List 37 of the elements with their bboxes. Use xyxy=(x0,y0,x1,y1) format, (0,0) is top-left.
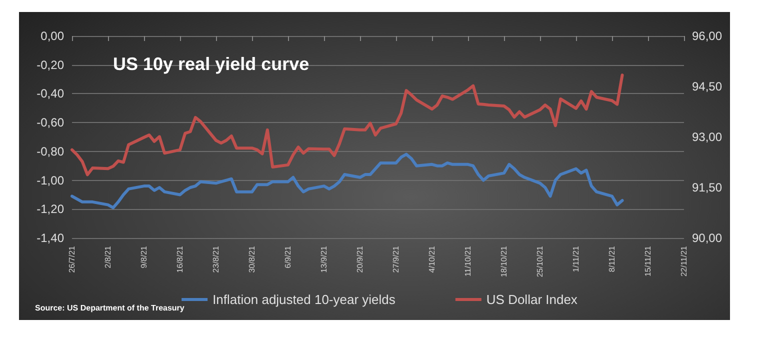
line-series xyxy=(70,74,624,176)
legend-label: Inflation adjusted 10-year yields xyxy=(212,292,396,307)
y-tick-label: 0,00 xyxy=(40,29,64,43)
x-tick-label: 1/11/21 xyxy=(572,245,580,272)
y2-tick-label: 90,00 xyxy=(692,231,722,245)
y2-tick-label: 91,50 xyxy=(692,180,722,194)
y-tick-label: -0,80 xyxy=(36,144,64,158)
x-tick-label: 26/7/21 xyxy=(68,245,76,273)
text: US 10y real yield curve xyxy=(113,54,310,74)
x-tick-label: 18/10/21 xyxy=(500,245,508,278)
x-tick-label: 8/11/21 xyxy=(608,245,616,272)
x-tick-label: 13/9/21 xyxy=(320,245,328,273)
y2-tick-label: 93,00 xyxy=(692,130,722,144)
x-tick-label: 2/8/21 xyxy=(104,245,112,268)
x-tick-label: 6/9/21 xyxy=(284,245,292,268)
y-tick-label: -0,60 xyxy=(36,116,64,130)
x-tick-label: 25/10/21 xyxy=(536,245,544,278)
source-note: Source: US Department of the Treasury xyxy=(35,304,185,312)
x-tick-label: 4/10/21 xyxy=(428,245,436,273)
y-tick-label: -0,20 xyxy=(36,58,64,72)
x-tick-label: 15/11/21 xyxy=(644,245,652,277)
x-tick-label: 9/8/21 xyxy=(140,245,148,268)
y2-tick-label: 94,50 xyxy=(692,80,722,94)
legend-label: US Dollar Index xyxy=(486,292,578,307)
x-tick-label: 22/11/21 xyxy=(680,245,688,277)
y-tick-label: -1,40 xyxy=(36,231,64,245)
x-tick-label: 20/9/21 xyxy=(356,245,364,273)
x-tick-label: 23/8/21 xyxy=(212,245,220,273)
x-tick-label: 30/8/21 xyxy=(248,245,256,273)
y-tick-label: -1,20 xyxy=(36,202,64,216)
x-tick-label: 11/10/21 xyxy=(464,245,472,277)
x-tick-label: 16/8/21 xyxy=(176,245,184,273)
y2-tick-label: 96,00 xyxy=(692,29,722,43)
y-tick-label: -0,40 xyxy=(36,86,64,101)
y-tick-label: -1,00 xyxy=(36,173,64,188)
line-series xyxy=(70,152,624,210)
x-tick-label: 27/9/21 xyxy=(392,245,400,273)
